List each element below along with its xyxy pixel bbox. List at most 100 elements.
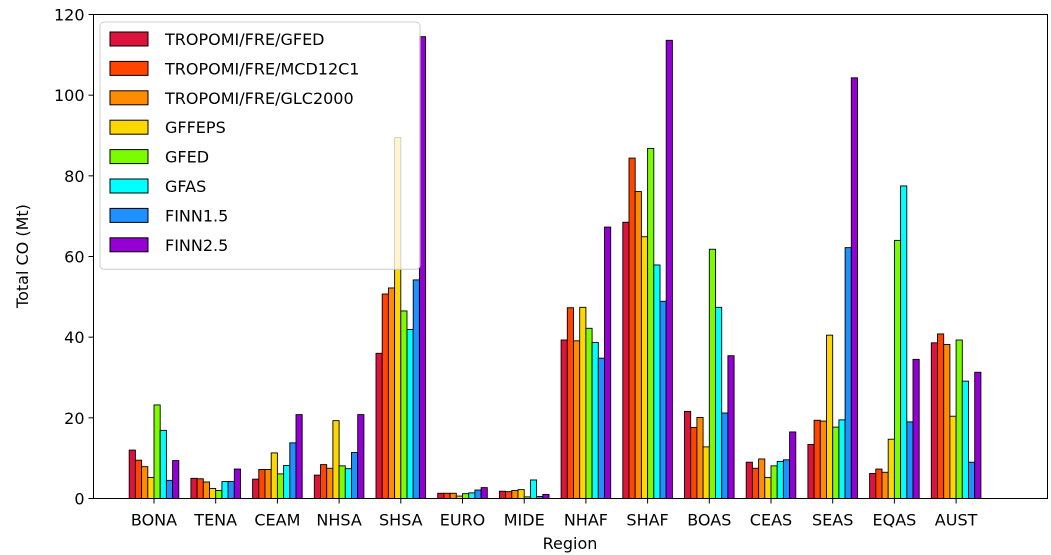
bar-bona-4 bbox=[153, 404, 161, 499]
bar-shaf-0 bbox=[622, 221, 630, 499]
bar-nhsa-5 bbox=[344, 468, 352, 499]
bar-nhaf-1 bbox=[566, 307, 574, 499]
bar-aust-1 bbox=[937, 333, 945, 499]
x-tick-label: SEAS bbox=[812, 511, 853, 530]
y-axis-label: Total CO (Mt) bbox=[13, 204, 32, 309]
bar-shaf-6 bbox=[659, 300, 667, 499]
bar-nhaf-4 bbox=[585, 327, 593, 499]
bar-ceas-0 bbox=[745, 461, 753, 499]
bar-eqas-6 bbox=[906, 421, 914, 499]
x-tick-label: MIDE bbox=[504, 511, 545, 530]
bar-eqas-2 bbox=[881, 471, 889, 499]
bar-shaf-4 bbox=[647, 147, 655, 499]
bar-ceam-4 bbox=[276, 473, 285, 499]
bar-seas-6 bbox=[844, 247, 852, 499]
legend-swatch bbox=[109, 119, 149, 135]
bar-shsa-1 bbox=[381, 293, 389, 499]
x-tick-label: EQAS bbox=[872, 511, 916, 530]
bar-bona-5 bbox=[159, 429, 167, 499]
bar-mide-0 bbox=[498, 490, 507, 499]
bar-ceas-2 bbox=[758, 458, 766, 499]
legend-label: TROPOMI/FRE/MCD12C1 bbox=[164, 59, 359, 78]
legend-box bbox=[99, 21, 421, 270]
y-tick-label: 0 bbox=[74, 490, 84, 509]
x-tick-label: CEAM bbox=[254, 511, 300, 530]
legend-label: GFFEPS bbox=[165, 118, 226, 137]
bar-shaf-2 bbox=[634, 191, 642, 499]
bar-eqas-0 bbox=[869, 473, 877, 499]
bar-shsa-6 bbox=[412, 279, 420, 499]
bar-seas-2 bbox=[819, 420, 827, 499]
x-tick-label: BOAS bbox=[687, 511, 731, 530]
bar-tena-7 bbox=[233, 468, 241, 499]
bar-aust-0 bbox=[930, 342, 938, 499]
x-tick-label: AUST bbox=[935, 511, 978, 530]
bar-tena-0 bbox=[190, 477, 198, 499]
bar-tena-4 bbox=[215, 489, 223, 499]
bar-bona-7 bbox=[172, 460, 180, 499]
bar-shaf-1 bbox=[628, 157, 636, 499]
bar-mide-7 bbox=[542, 494, 550, 499]
x-tick-label: SHSA bbox=[379, 511, 423, 530]
bar-nhaf-6 bbox=[597, 357, 605, 499]
bar-ceam-6 bbox=[289, 442, 297, 499]
bar-ceas-1 bbox=[751, 467, 760, 499]
bar-tena-6 bbox=[227, 481, 235, 499]
legend-label: TROPOMI/FRE/GFED bbox=[164, 30, 325, 49]
legend-label: FINN2.5 bbox=[165, 236, 228, 255]
bar-mide-2 bbox=[511, 489, 519, 499]
x-axis-label: Region bbox=[543, 534, 598, 553]
bar-shsa-2 bbox=[387, 287, 396, 499]
legend-swatch bbox=[109, 149, 149, 165]
bar-mide-3 bbox=[517, 489, 525, 499]
bar-ceas-6 bbox=[782, 459, 791, 499]
x-tick-label: CEAS bbox=[750, 511, 792, 530]
bar-euro-1 bbox=[443, 492, 451, 499]
bar-aust-3 bbox=[949, 415, 957, 499]
bar-nhsa-2 bbox=[326, 467, 334, 499]
bar-seas-1 bbox=[813, 419, 821, 499]
bar-eqas-5 bbox=[900, 185, 908, 499]
bar-ceam-2 bbox=[264, 469, 272, 499]
bar-euro-6 bbox=[474, 489, 482, 499]
bar-shaf-7 bbox=[665, 39, 673, 499]
bar-seas-4 bbox=[832, 426, 840, 499]
bar-boas-1 bbox=[690, 427, 698, 499]
bar-euro-4 bbox=[462, 493, 470, 499]
bar-ceas-5 bbox=[776, 460, 784, 499]
legend-label: FINN1.5 bbox=[165, 206, 228, 225]
legend-label: TROPOMI/FRE/GLC2000 bbox=[164, 89, 354, 108]
bar-boas-6 bbox=[721, 412, 729, 499]
bar-mide-1 bbox=[505, 491, 513, 499]
bar-nhsa-1 bbox=[320, 464, 328, 499]
bar-tena-5 bbox=[221, 481, 229, 499]
bar-eqas-4 bbox=[893, 239, 902, 499]
bar-bona-2 bbox=[141, 466, 149, 499]
bar-shsa-5 bbox=[406, 329, 414, 499]
y-tick-label: 120 bbox=[54, 6, 85, 25]
bar-shaf-5 bbox=[653, 264, 661, 499]
bar-tena-2 bbox=[202, 481, 210, 499]
bar-aust-6 bbox=[968, 461, 976, 499]
bar-shaf-3 bbox=[640, 236, 649, 499]
bar-ceas-7 bbox=[789, 431, 797, 499]
x-tick-label: EURO bbox=[440, 511, 486, 530]
bar-nhsa-6 bbox=[351, 452, 359, 499]
bar-ceam-1 bbox=[258, 469, 266, 499]
bar-boas-5 bbox=[715, 306, 723, 499]
bars-layer bbox=[128, 36, 982, 499]
bar-aust-5 bbox=[961, 380, 969, 499]
bar-ceas-4 bbox=[770, 465, 778, 499]
bar-eqas-7 bbox=[912, 358, 920, 499]
bar-ceam-3 bbox=[270, 452, 278, 499]
bar-seas-3 bbox=[826, 334, 834, 499]
bar-mide-5 bbox=[529, 479, 538, 499]
bar-aust-2 bbox=[943, 343, 951, 499]
x-tick-label: BONA bbox=[131, 511, 177, 530]
bar-euro-7 bbox=[480, 487, 488, 499]
bar-boas-3 bbox=[702, 446, 710, 499]
bar-nhsa-4 bbox=[338, 465, 346, 499]
plot-frame bbox=[93, 14, 1048, 499]
bar-ceam-0 bbox=[252, 478, 260, 499]
